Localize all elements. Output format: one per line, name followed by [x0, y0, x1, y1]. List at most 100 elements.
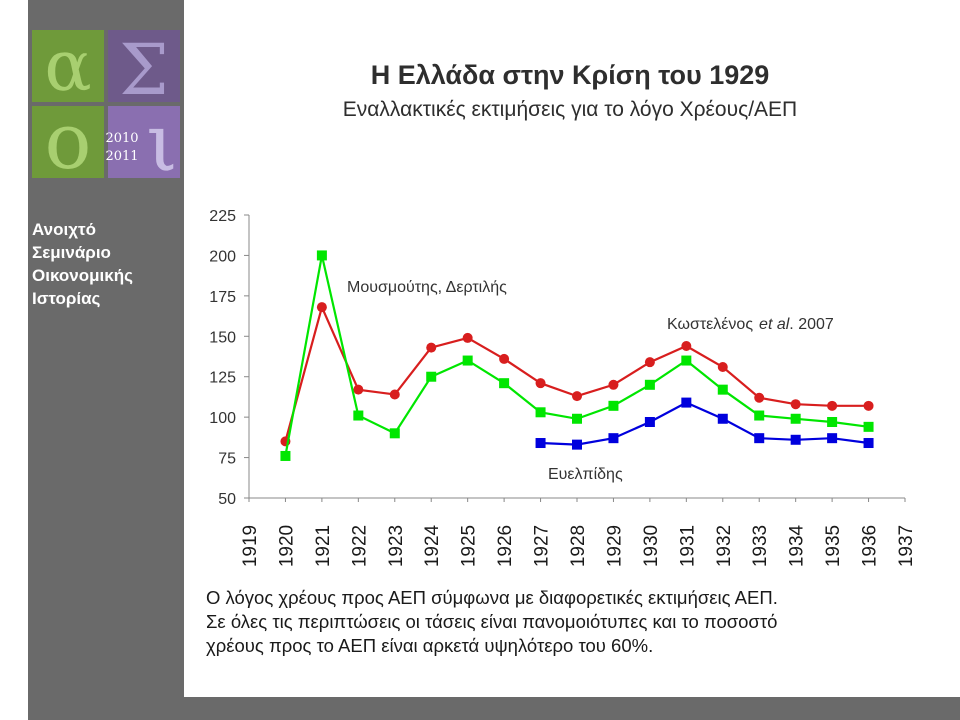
x-tick-label: 1926 — [495, 525, 516, 567]
x-axis: 1919 1920 1921 1922 1923 1924 1925 1926 1927 1928… — [240, 497, 917, 567]
logo-tile-green-bottom — [32, 106, 104, 178]
data-point — [790, 399, 801, 410]
seminar-logo: α Σ ο ι 2010 2011 — [32, 25, 180, 185]
data-point — [389, 389, 400, 400]
y-axis: 50 75 100 125 150 175 200 225 — [209, 208, 250, 508]
logo-sigma-glyph: Σ — [119, 29, 169, 111]
series-layer — [280, 250, 874, 461]
logo-year-end: 2011 — [105, 149, 138, 164]
data-point — [790, 434, 801, 445]
x-tick-label: 1930 — [641, 525, 662, 567]
data-point — [644, 416, 655, 427]
seminar-name-line-2: Σεμινάριο — [32, 243, 111, 262]
data-point — [572, 391, 582, 402]
data-point — [535, 407, 546, 418]
data-point — [499, 378, 510, 389]
data-point — [754, 392, 765, 403]
chart-area: 50 75 100 125 150 175 200 225 1919 1920 1921 1922 1… — [186, 196, 956, 568]
x-tick-label: 1931 — [677, 525, 698, 567]
footer-bar — [184, 697, 960, 720]
x-tick-label: 1936 — [860, 525, 881, 567]
data-point — [863, 400, 874, 411]
logo-iota-glyph: ι — [146, 96, 177, 185]
x-tick-label: 1921 — [313, 525, 334, 567]
data-point — [462, 332, 473, 343]
seminar-name-line-1: Ανοιχτό — [32, 220, 96, 239]
x-tick-label: 1924 — [422, 524, 443, 567]
x-tick-label: 1933 — [750, 525, 771, 567]
data-point — [353, 384, 364, 395]
data-point — [790, 413, 801, 424]
seminar-name: Ανοιχτό Σεμινάριο Οικονομικής Ιστορίας — [32, 218, 182, 310]
series-labels: Μουσμούτης, Δερτιλής Κωστελένος et al. 20… — [347, 279, 834, 483]
y-tick-label: 175 — [209, 289, 236, 306]
y-tick-label: 225 — [209, 208, 236, 225]
data-point — [353, 410, 364, 421]
data-point — [535, 438, 546, 449]
data-point — [827, 400, 838, 411]
data-point — [572, 413, 582, 424]
data-point — [717, 413, 728, 424]
data-point — [754, 433, 765, 444]
logo-tile-purple-top — [108, 30, 180, 102]
series-label-kostelenos: Κωστελένος et al. 2007 — [667, 316, 834, 333]
x-tick-label: 1925 — [459, 525, 480, 567]
slide-title: Η Ελλάδα στην Κρίση του 1929 — [370, 60, 770, 90]
data-point — [681, 397, 692, 408]
caption-line-3: χρέους προς το ΑΕΠ είναι αρκετά υψηλότερ… — [206, 635, 654, 656]
data-point — [572, 439, 582, 450]
data-point — [426, 371, 437, 382]
data-point — [462, 355, 473, 366]
series-label-kostelenos-etal: et al — [759, 316, 790, 333]
data-point — [681, 355, 692, 366]
series-line — [540, 401, 869, 446]
x-tick-label: 1935 — [823, 525, 844, 567]
data-point — [316, 302, 327, 313]
data-point — [681, 340, 692, 351]
data-point — [608, 400, 619, 411]
data-point — [863, 438, 874, 449]
y-tick-label: 50 — [218, 491, 236, 508]
caption-line-2: Σε όλες τις περιπτώσεις οι τάσεις είναι … — [206, 611, 778, 632]
data-point — [644, 379, 655, 390]
series-1 — [280, 250, 874, 461]
data-point — [608, 433, 619, 444]
data-point — [499, 353, 510, 364]
caption-line-1: Ο λόγος χρέους προς ΑΕΠ σύμφωνα με διαφο… — [206, 587, 778, 608]
series-label-evelpidis: Ευελπίδης — [548, 466, 623, 483]
data-point — [754, 410, 765, 421]
sidebar: α Σ ο ι 2010 2011 Ανοιχτό Σεμινάριο Οικο… — [28, 0, 184, 720]
x-tick-label: 1932 — [714, 525, 735, 567]
x-tick-label: 1934 — [787, 524, 808, 567]
data-point — [608, 379, 619, 390]
seminar-name-line-4: Ιστορίας — [32, 289, 101, 308]
series-label-kostelenos-name: Κωστελένος — [667, 316, 753, 333]
series-2 — [535, 397, 874, 450]
data-point — [644, 357, 655, 368]
y-tick-label: 100 — [209, 410, 236, 427]
x-tick-label: 1919 — [240, 525, 261, 567]
data-point — [426, 342, 437, 353]
data-point — [827, 416, 838, 427]
logo-alpha-glyph: α — [44, 25, 91, 107]
x-tick-label: 1923 — [386, 525, 407, 567]
data-point — [389, 428, 400, 439]
data-point — [863, 421, 874, 432]
logo-tile-green-top — [32, 30, 104, 102]
data-point — [827, 433, 838, 444]
x-tick-label: 1920 — [276, 525, 297, 567]
y-tick-label: 75 — [218, 451, 236, 468]
logo-omicron-glyph: ο — [45, 97, 92, 185]
x-tick-label: 1937 — [896, 525, 917, 567]
x-tick-label: 1928 — [568, 525, 589, 567]
y-tick-label: 125 — [209, 370, 236, 387]
y-tick-label: 150 — [209, 329, 236, 346]
caption: Ο λόγος χρέους προς ΑΕΠ σύμφωνα με διαφο… — [206, 586, 951, 658]
data-point — [717, 362, 728, 373]
series-label-kostelenos-year: . 2007 — [789, 316, 834, 333]
data-point — [717, 384, 728, 395]
x-tick-label: 1927 — [532, 525, 553, 567]
slide-subtitle: Εναλλακτικές εκτιμήσεις για το λόγο Χρέο… — [342, 98, 798, 121]
logo-tile-purple-bottom — [108, 106, 180, 178]
x-tick-label: 1929 — [604, 525, 625, 567]
